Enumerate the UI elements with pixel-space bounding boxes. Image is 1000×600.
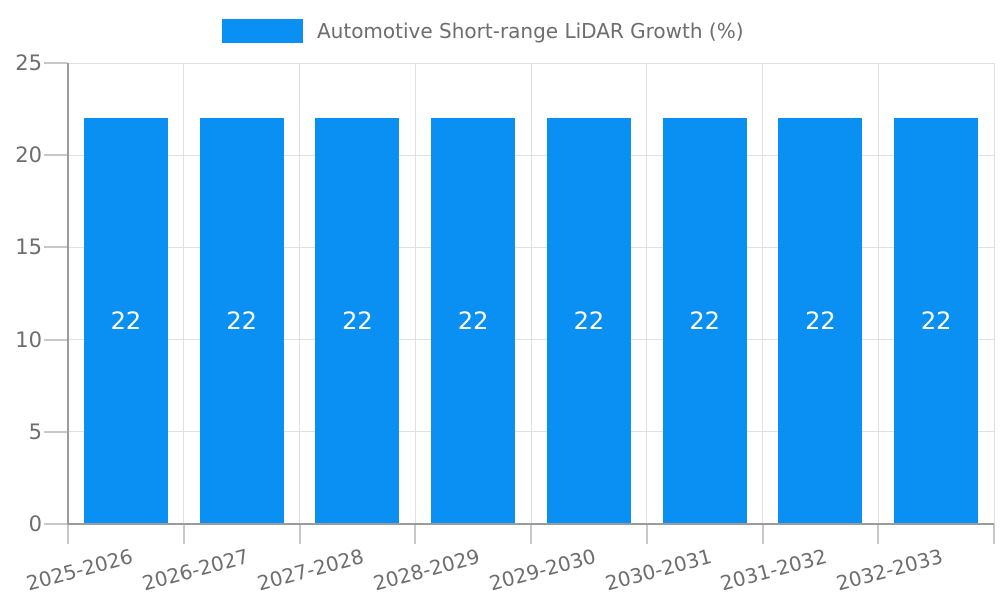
gridline-x	[646, 63, 648, 524]
y-axis-label: 10	[15, 327, 42, 352]
x-axis-tick	[530, 524, 532, 544]
x-axis-tick	[67, 524, 69, 544]
legend-label: Automotive Short-range LiDAR Growth (%)	[317, 19, 744, 43]
y-axis-label: 25	[15, 51, 42, 75]
bar-value-label: 22	[457, 307, 489, 336]
gridline-x	[530, 63, 532, 524]
bar-value-label: 22	[920, 307, 952, 336]
y-axis-label: 20	[15, 143, 42, 168]
y-axis-tick	[44, 430, 68, 433]
x-axis-line	[67, 523, 994, 525]
bar	[431, 118, 516, 524]
bar	[662, 118, 747, 524]
gridline-x	[762, 63, 763, 524]
bar	[199, 118, 284, 524]
y-axis-tick	[44, 523, 68, 525]
bar	[894, 118, 979, 524]
y-axis-label: 15	[15, 235, 42, 260]
y-axis-label: 0	[28, 512, 42, 536]
bar-value-label: 22	[689, 307, 720, 336]
bar-value-label: 22	[226, 307, 257, 336]
x-axis-tick	[298, 524, 301, 544]
bar-value-label: 22	[573, 307, 605, 336]
bar-value-label: 22	[805, 307, 836, 336]
x-axis-tick	[182, 524, 185, 544]
y-axis-tick	[44, 154, 68, 157]
y-axis-label: 5	[28, 419, 42, 444]
bar	[546, 118, 631, 524]
y-axis-tick	[44, 246, 68, 249]
x-axis-tick	[414, 524, 417, 544]
bar	[778, 118, 863, 524]
bar-value-label: 22	[342, 307, 373, 336]
gridline-x	[183, 63, 185, 524]
y-axis-tick	[44, 338, 68, 341]
gridline-x	[877, 63, 879, 524]
x-axis-tick	[993, 524, 995, 544]
legend-swatch	[222, 19, 303, 43]
bar	[83, 118, 168, 524]
y-axis-tick	[44, 62, 68, 64]
x-axis-tick	[877, 524, 880, 544]
y-axis-line	[67, 63, 69, 524]
gridline-x	[299, 63, 300, 524]
x-axis-tick	[761, 524, 764, 544]
bar	[315, 118, 400, 524]
gridline-x	[414, 63, 416, 524]
x-axis-tick	[645, 524, 648, 544]
gridline-x	[993, 63, 995, 524]
bar-value-label: 22	[110, 307, 142, 336]
